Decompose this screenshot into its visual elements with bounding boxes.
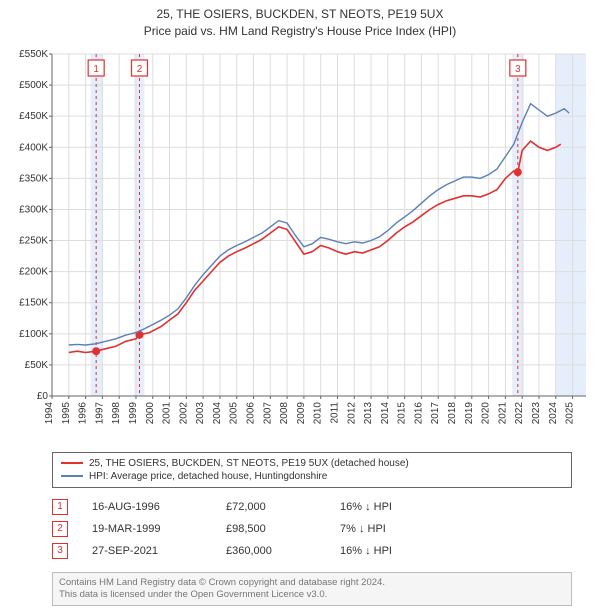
- svg-text:1999: 1999: [128, 401, 139, 424]
- svg-text:£550K: £550K: [19, 49, 48, 60]
- svg-text:£350K: £350K: [19, 173, 48, 184]
- svg-text:2021: 2021: [497, 401, 508, 424]
- svg-text:£0: £0: [37, 391, 49, 402]
- event-marker: 1: [52, 499, 68, 515]
- title-line1: 25, THE OSIERS, BUCKDEN, ST NEOTS, PE19 …: [4, 6, 596, 23]
- svg-text:2007: 2007: [262, 401, 273, 424]
- svg-text:2011: 2011: [329, 401, 340, 423]
- legend-row: HPI: Average price, detached house, Hunt…: [61, 470, 563, 483]
- event-diff: 16% ↓ HPI: [340, 545, 450, 557]
- event-price: £98,500: [226, 523, 316, 535]
- event-date: 19-MAR-1999: [92, 523, 202, 535]
- svg-text:2010: 2010: [313, 401, 324, 424]
- event-diff: 7% ↓ HPI: [340, 523, 450, 535]
- event-price: £360,000: [226, 545, 316, 557]
- svg-text:2: 2: [137, 64, 143, 75]
- event-price: £72,000: [226, 501, 316, 513]
- svg-text:£300K: £300K: [19, 204, 48, 215]
- event-date: 16-AUG-1996: [92, 501, 202, 513]
- svg-text:2012: 2012: [346, 401, 357, 424]
- svg-text:2019: 2019: [464, 401, 475, 424]
- svg-text:2020: 2020: [481, 401, 492, 424]
- chart-area: £0 £50K £100K £150K £200K £250K £300K £350K £400…: [4, 46, 596, 446]
- legend-label: HPI: Average price, detached house, Hunt…: [89, 471, 327, 482]
- svg-text:2003: 2003: [195, 401, 206, 424]
- svg-text:£100K: £100K: [19, 328, 48, 339]
- svg-text:£450K: £450K: [19, 111, 48, 122]
- svg-text:1995: 1995: [61, 401, 72, 424]
- svg-text:2025: 2025: [565, 401, 576, 424]
- event-row: 1 16-AUG-1996 £72,000 16% ↓ HPI: [52, 496, 572, 518]
- footer-line2: This data is licensed under the Open Gov…: [59, 589, 565, 601]
- svg-text:2013: 2013: [363, 401, 374, 424]
- svg-text:2016: 2016: [413, 401, 424, 424]
- legend-label: 25, THE OSIERS, BUCKDEN, ST NEOTS, PE19 …: [89, 458, 409, 469]
- svg-text:1996: 1996: [78, 401, 89, 424]
- svg-text:3: 3: [515, 64, 521, 75]
- svg-text:2024: 2024: [548, 401, 559, 424]
- svg-text:2008: 2008: [279, 401, 290, 424]
- svg-text:1: 1: [93, 64, 99, 75]
- svg-text:2000: 2000: [145, 401, 156, 424]
- svg-text:2018: 2018: [447, 401, 458, 424]
- svg-text:2014: 2014: [380, 401, 391, 424]
- legend-row: 25, THE OSIERS, BUCKDEN, ST NEOTS, PE19 …: [61, 457, 563, 470]
- svg-text:2004: 2004: [212, 401, 223, 424]
- event-marker: 2: [52, 521, 68, 537]
- svg-text:2017: 2017: [430, 401, 441, 424]
- attribution-footer: Contains HM Land Registry data © Crown c…: [52, 572, 572, 607]
- event-date: 27-SEP-2021: [92, 545, 202, 557]
- event-row: 2 19-MAR-1999 £98,500 7% ↓ HPI: [52, 518, 572, 540]
- legend: 25, THE OSIERS, BUCKDEN, ST NEOTS, PE19 …: [52, 452, 572, 488]
- footer-line1: Contains HM Land Registry data © Crown c…: [59, 577, 565, 589]
- svg-text:2022: 2022: [514, 401, 525, 424]
- svg-text:£500K: £500K: [19, 80, 48, 91]
- svg-text:£400K: £400K: [19, 142, 48, 153]
- svg-text:£50K: £50K: [25, 360, 49, 371]
- svg-text:£200K: £200K: [19, 266, 48, 277]
- svg-text:1994: 1994: [44, 401, 55, 424]
- svg-text:2015: 2015: [397, 401, 408, 424]
- chart-title-block: 25, THE OSIERS, BUCKDEN, ST NEOTS, PE19 …: [4, 4, 596, 46]
- svg-text:1997: 1997: [94, 401, 105, 424]
- legend-swatch: [61, 475, 83, 477]
- event-row: 3 27-SEP-2021 £360,000 16% ↓ HPI: [52, 540, 572, 562]
- event-marker: 3: [52, 543, 68, 559]
- svg-text:2002: 2002: [178, 401, 189, 424]
- legend-swatch: [61, 462, 83, 464]
- svg-text:2023: 2023: [531, 401, 542, 424]
- svg-text:2005: 2005: [229, 401, 240, 424]
- svg-text:1998: 1998: [111, 401, 122, 424]
- title-line2: Price paid vs. HM Land Registry's House …: [4, 23, 596, 40]
- svg-text:£250K: £250K: [19, 235, 48, 246]
- svg-text:2006: 2006: [246, 401, 257, 424]
- event-diff: 16% ↓ HPI: [340, 501, 450, 513]
- svg-text:£150K: £150K: [19, 297, 48, 308]
- svg-text:2001: 2001: [162, 401, 173, 424]
- svg-text:2009: 2009: [296, 401, 307, 424]
- events-table: 1 16-AUG-1996 £72,000 16% ↓ HPI 2 19-MAR-1999…: [52, 496, 572, 562]
- line-chart: £0 £50K £100K £150K £200K £250K £300K £350K £400…: [4, 46, 596, 446]
